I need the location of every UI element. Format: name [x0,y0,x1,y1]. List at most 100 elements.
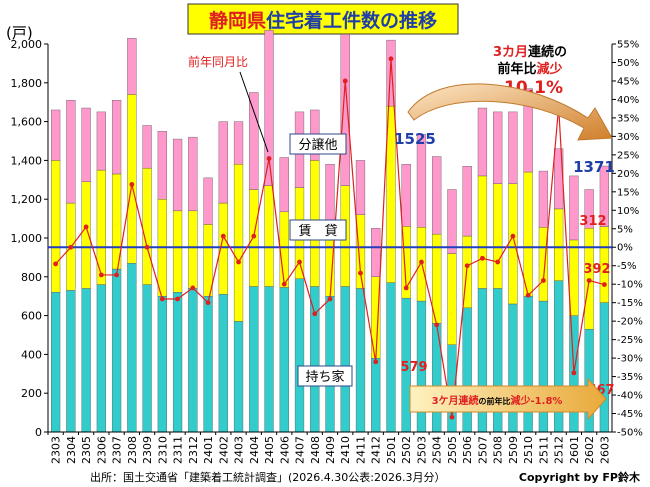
bar-segment-chintai [554,208,564,281]
bar-segment-chintai [569,239,579,316]
x-tick-label: 2311 [172,436,185,464]
bar-segment-bunjo [462,166,472,237]
yoy-point [358,270,363,276]
right-tick-label: -45% [617,409,643,420]
bar-segment-mochiie [142,284,152,433]
seg-label-box-mochiie [297,365,353,387]
x-tick-label: 2509 [507,436,520,464]
right-tick-label: 20% [617,169,639,180]
right-tick-label: 55% [617,40,639,51]
bar-segment-mochiie [599,302,609,433]
right-tick-label: -25% [617,335,643,346]
bar-segment-bunjo [203,177,213,225]
bar-segment-chintai [264,185,274,287]
bar-segment-bunjo [279,157,289,213]
title-box [187,3,459,35]
bar-segment-bunjo [96,111,106,171]
bar-segment-chintai [142,167,152,285]
x-axis: 2303 2304 2305 2306 2307 2308 2309 2310 2311 2312… [47,431,612,464]
bar-segment-chintai [188,210,198,289]
value-label-392: 392 [583,262,610,277]
yoy-point [98,272,104,278]
x-tick-label: 2307 [111,436,124,464]
bar-segment-bunjo [584,189,594,229]
title-suffix: 住宅着工件数の推移 [266,9,437,32]
bar-segment-mochiie [355,288,366,433]
x-tick-label: 2505 [446,436,459,464]
x-tick-label: 2409 [324,436,337,464]
bar-segment-chintai [203,224,213,297]
right-tick-label: 45% [617,76,639,87]
x-tick-label: 2603 [598,436,611,464]
y-unit-label: (戸) [6,24,33,42]
right-tick-label: 40% [617,95,639,106]
yoy-point [510,233,516,239]
bar-segment-mochiie [66,290,76,433]
bar-segment-bunjo [249,92,259,190]
seg-label-mochiie: 持ち家 [305,369,344,385]
yoy-point [327,296,333,302]
bar-segment-bunjo [233,121,244,165]
bar-segment-mochiie [218,294,228,433]
x-tick-label: 2305 [80,436,93,464]
bar-segment-bunjo [218,121,228,204]
yoy-point [159,296,165,302]
bar-segment-mochiie [508,303,518,433]
bar-segment-bunjo [188,136,198,212]
right-tick-label: -30% [617,354,643,365]
bar-segment-mochiie [127,263,137,433]
bar-segment-chintai [355,214,366,289]
bar-segment-chintai [279,211,289,288]
copyright: Copyright by FP鈴木 [519,470,641,484]
yoy-point [236,259,241,265]
yoy-point [220,233,226,239]
bar-segment-bunjo [325,164,335,227]
yoy-point [464,263,470,269]
yoy-point [601,282,607,287]
x-tick-label: 2310 [156,436,169,464]
bar-segment-mochiie [340,286,350,433]
three-month-title-line2: 前年比減少 [497,61,562,77]
seg-label-chintai: 賃 貸 [298,223,337,239]
bar-segment-mochiie [233,321,244,433]
bar-segment-bunjo [569,175,579,241]
bar-segment-bunjo [538,170,549,228]
left-tick-label: 600 [21,310,42,323]
left-tick-label: 800 [21,271,42,284]
bar-segment-mochiie [294,278,305,433]
bar-segment-mochiie [371,358,381,433]
right-tick-label: 50% [617,58,639,69]
yoy-point [175,296,180,302]
left-tick-label: 1,600 [11,116,43,129]
bar-segment-mochiie [157,296,167,433]
bar-segment-bunjo [172,138,183,212]
bar-segment-mochiie [172,292,183,433]
value-label-1371: 1371 [573,158,615,176]
x-tick-label: 2501 [385,436,398,464]
yoy-line-label: 前年同月比 [188,54,248,69]
chart-title: 静岡県住宅着工件数の推移 [209,9,437,32]
bar-segment-bunjo [355,160,366,215]
yoy-point [129,182,135,187]
x-tick-label: 2602 [583,436,596,464]
bar-segment-bunjo [157,131,167,200]
bar-segment-bunjo [401,164,411,227]
bottom-arrow-icon [409,377,607,421]
yoy-point [342,78,348,84]
bar-segment-mochiie [386,282,396,433]
bar-segment-mochiie [279,287,289,433]
x-tick-label: 2510 [522,436,535,464]
right-tick-label: -50% [617,428,643,439]
x-tick-label: 2502 [400,436,413,464]
yoy-point [83,224,89,230]
yoy-point [205,300,211,306]
x-tick-label: 2412 [370,436,383,464]
x-tick-label: 2408 [309,436,322,464]
x-tick-label: 2312 [187,436,200,464]
bar-segment-chintai [523,171,533,297]
right-tick-label: -40% [617,391,643,402]
x-tick-label: 2601 [568,436,581,464]
bottom-arrow-text: 3ケ月連続の前年比減少-1.8% [432,394,563,407]
